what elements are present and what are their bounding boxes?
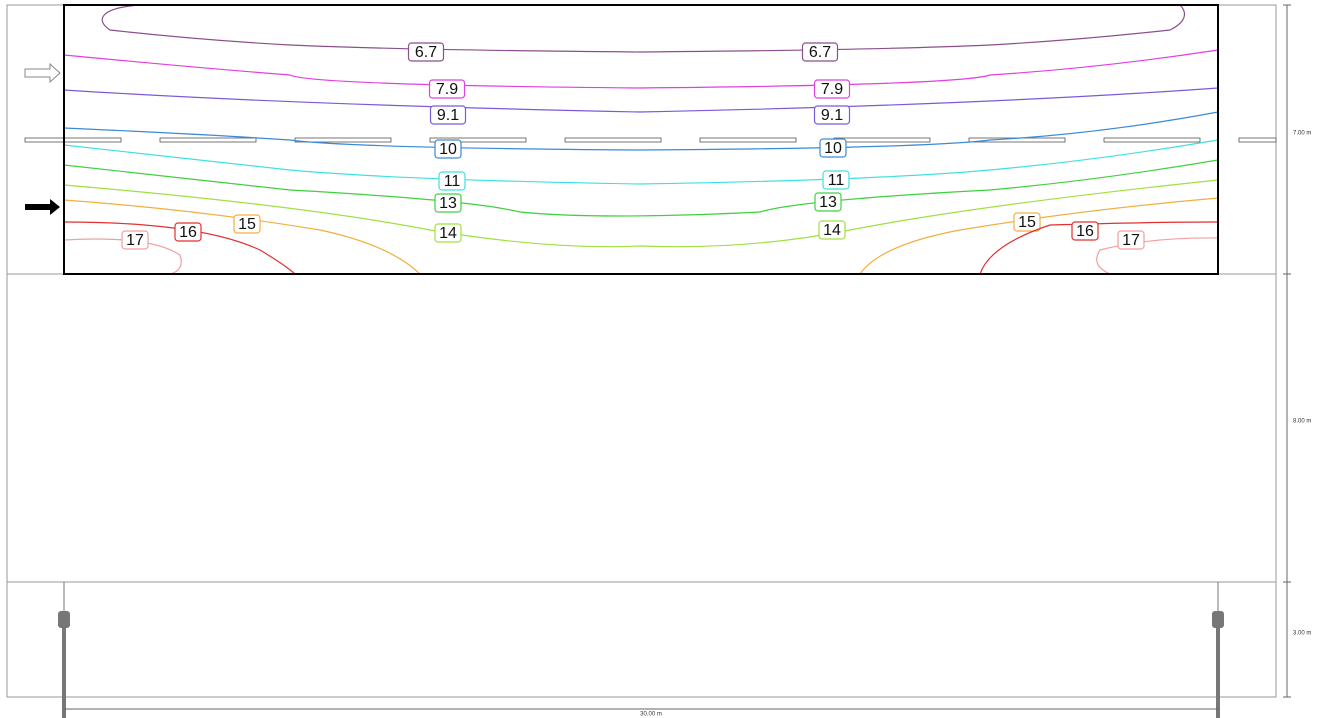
dimension-right bbox=[1283, 4, 1291, 698]
dim-bg bbox=[1290, 415, 1320, 427]
contour-label: 10 bbox=[439, 141, 457, 158]
isoline bbox=[63, 87, 1219, 113]
lane-mark bbox=[24, 137, 122, 143]
lane-mark bbox=[1103, 137, 1201, 143]
contour-label: 10 bbox=[824, 140, 842, 157]
contour-label: 7.9 bbox=[821, 81, 843, 98]
contour-label: 7.9 bbox=[436, 81, 458, 98]
contour-label: 15 bbox=[1018, 214, 1036, 231]
label-box bbox=[1071, 221, 1099, 241]
dim-label: 7.00 m bbox=[1293, 131, 1311, 137]
isoline bbox=[63, 139, 1219, 185]
isoline bbox=[63, 179, 1219, 248]
direction-arrow bbox=[25, 199, 60, 215]
label-box bbox=[428, 79, 466, 99]
isoline bbox=[63, 197, 1219, 275]
lane-mark bbox=[159, 137, 257, 143]
isoline bbox=[63, 49, 1219, 89]
contour-label: 9.1 bbox=[437, 107, 459, 124]
dim-label: 8.00 m bbox=[1293, 419, 1311, 425]
label-box bbox=[121, 230, 149, 250]
isoline bbox=[101, 4, 1185, 53]
contour-label: 17 bbox=[1122, 232, 1140, 249]
contour-label: 14 bbox=[823, 222, 841, 239]
calc-field bbox=[63, 4, 1219, 275]
label-box bbox=[174, 222, 202, 242]
pole bbox=[1216, 625, 1220, 718]
contour-label: 6.7 bbox=[415, 44, 437, 61]
label-box bbox=[429, 105, 467, 125]
label-box bbox=[438, 171, 466, 191]
pole bbox=[62, 625, 66, 718]
luminaire bbox=[1212, 611, 1224, 628]
label-box bbox=[434, 223, 462, 243]
contour-label: 15 bbox=[238, 216, 256, 233]
contour-label: 17 bbox=[126, 232, 144, 249]
label-box bbox=[434, 139, 462, 159]
frame bbox=[6, 4, 1277, 698]
contour-label: 14 bbox=[439, 225, 457, 242]
label-box bbox=[819, 138, 847, 158]
lane-mark bbox=[833, 137, 931, 143]
contour-label: 11 bbox=[444, 173, 461, 190]
contour-label: 16 bbox=[1076, 223, 1094, 240]
contours: 6.7 6.7 7.9 7.9 9.1 9.1 10 10 11 11 13 13 14 14 15 15 16… bbox=[63, 4, 1219, 275]
label-box bbox=[813, 105, 851, 125]
label-box bbox=[801, 42, 839, 62]
lane-mark bbox=[294, 137, 392, 143]
contour-label: 11 bbox=[828, 172, 845, 189]
direction-arrow bbox=[24, 62, 61, 84]
label-box bbox=[1013, 212, 1041, 232]
dim-label: 3.00 m bbox=[1293, 631, 1311, 637]
contour-label: 13 bbox=[439, 195, 457, 212]
lane-mark bbox=[564, 137, 662, 143]
contour-label: 13 bbox=[819, 194, 837, 211]
dim-bg bbox=[1290, 627, 1320, 639]
label-box bbox=[1117, 230, 1145, 250]
label-box bbox=[822, 170, 850, 190]
label-box bbox=[818, 220, 846, 240]
isoline bbox=[63, 237, 1219, 275]
lane-mark bbox=[1238, 137, 1277, 143]
label-box bbox=[407, 42, 445, 62]
isoline bbox=[63, 159, 1219, 217]
contour-label: 9.1 bbox=[821, 107, 843, 124]
isoline bbox=[63, 111, 1219, 151]
dim-label: 30.00 m bbox=[640, 712, 662, 718]
label-box bbox=[233, 214, 261, 234]
dim-bg bbox=[1290, 127, 1320, 139]
label-box bbox=[434, 193, 462, 213]
lane-mark bbox=[699, 137, 797, 143]
poles bbox=[58, 582, 1224, 718]
contour-label: 16 bbox=[179, 224, 197, 241]
label-box bbox=[813, 79, 851, 99]
lane-markings bbox=[24, 137, 1277, 143]
label-box bbox=[814, 192, 842, 212]
contour-label: 6.7 bbox=[809, 44, 831, 61]
lane-mark bbox=[429, 137, 527, 143]
isoline bbox=[63, 221, 1219, 275]
luminaire bbox=[58, 611, 70, 628]
